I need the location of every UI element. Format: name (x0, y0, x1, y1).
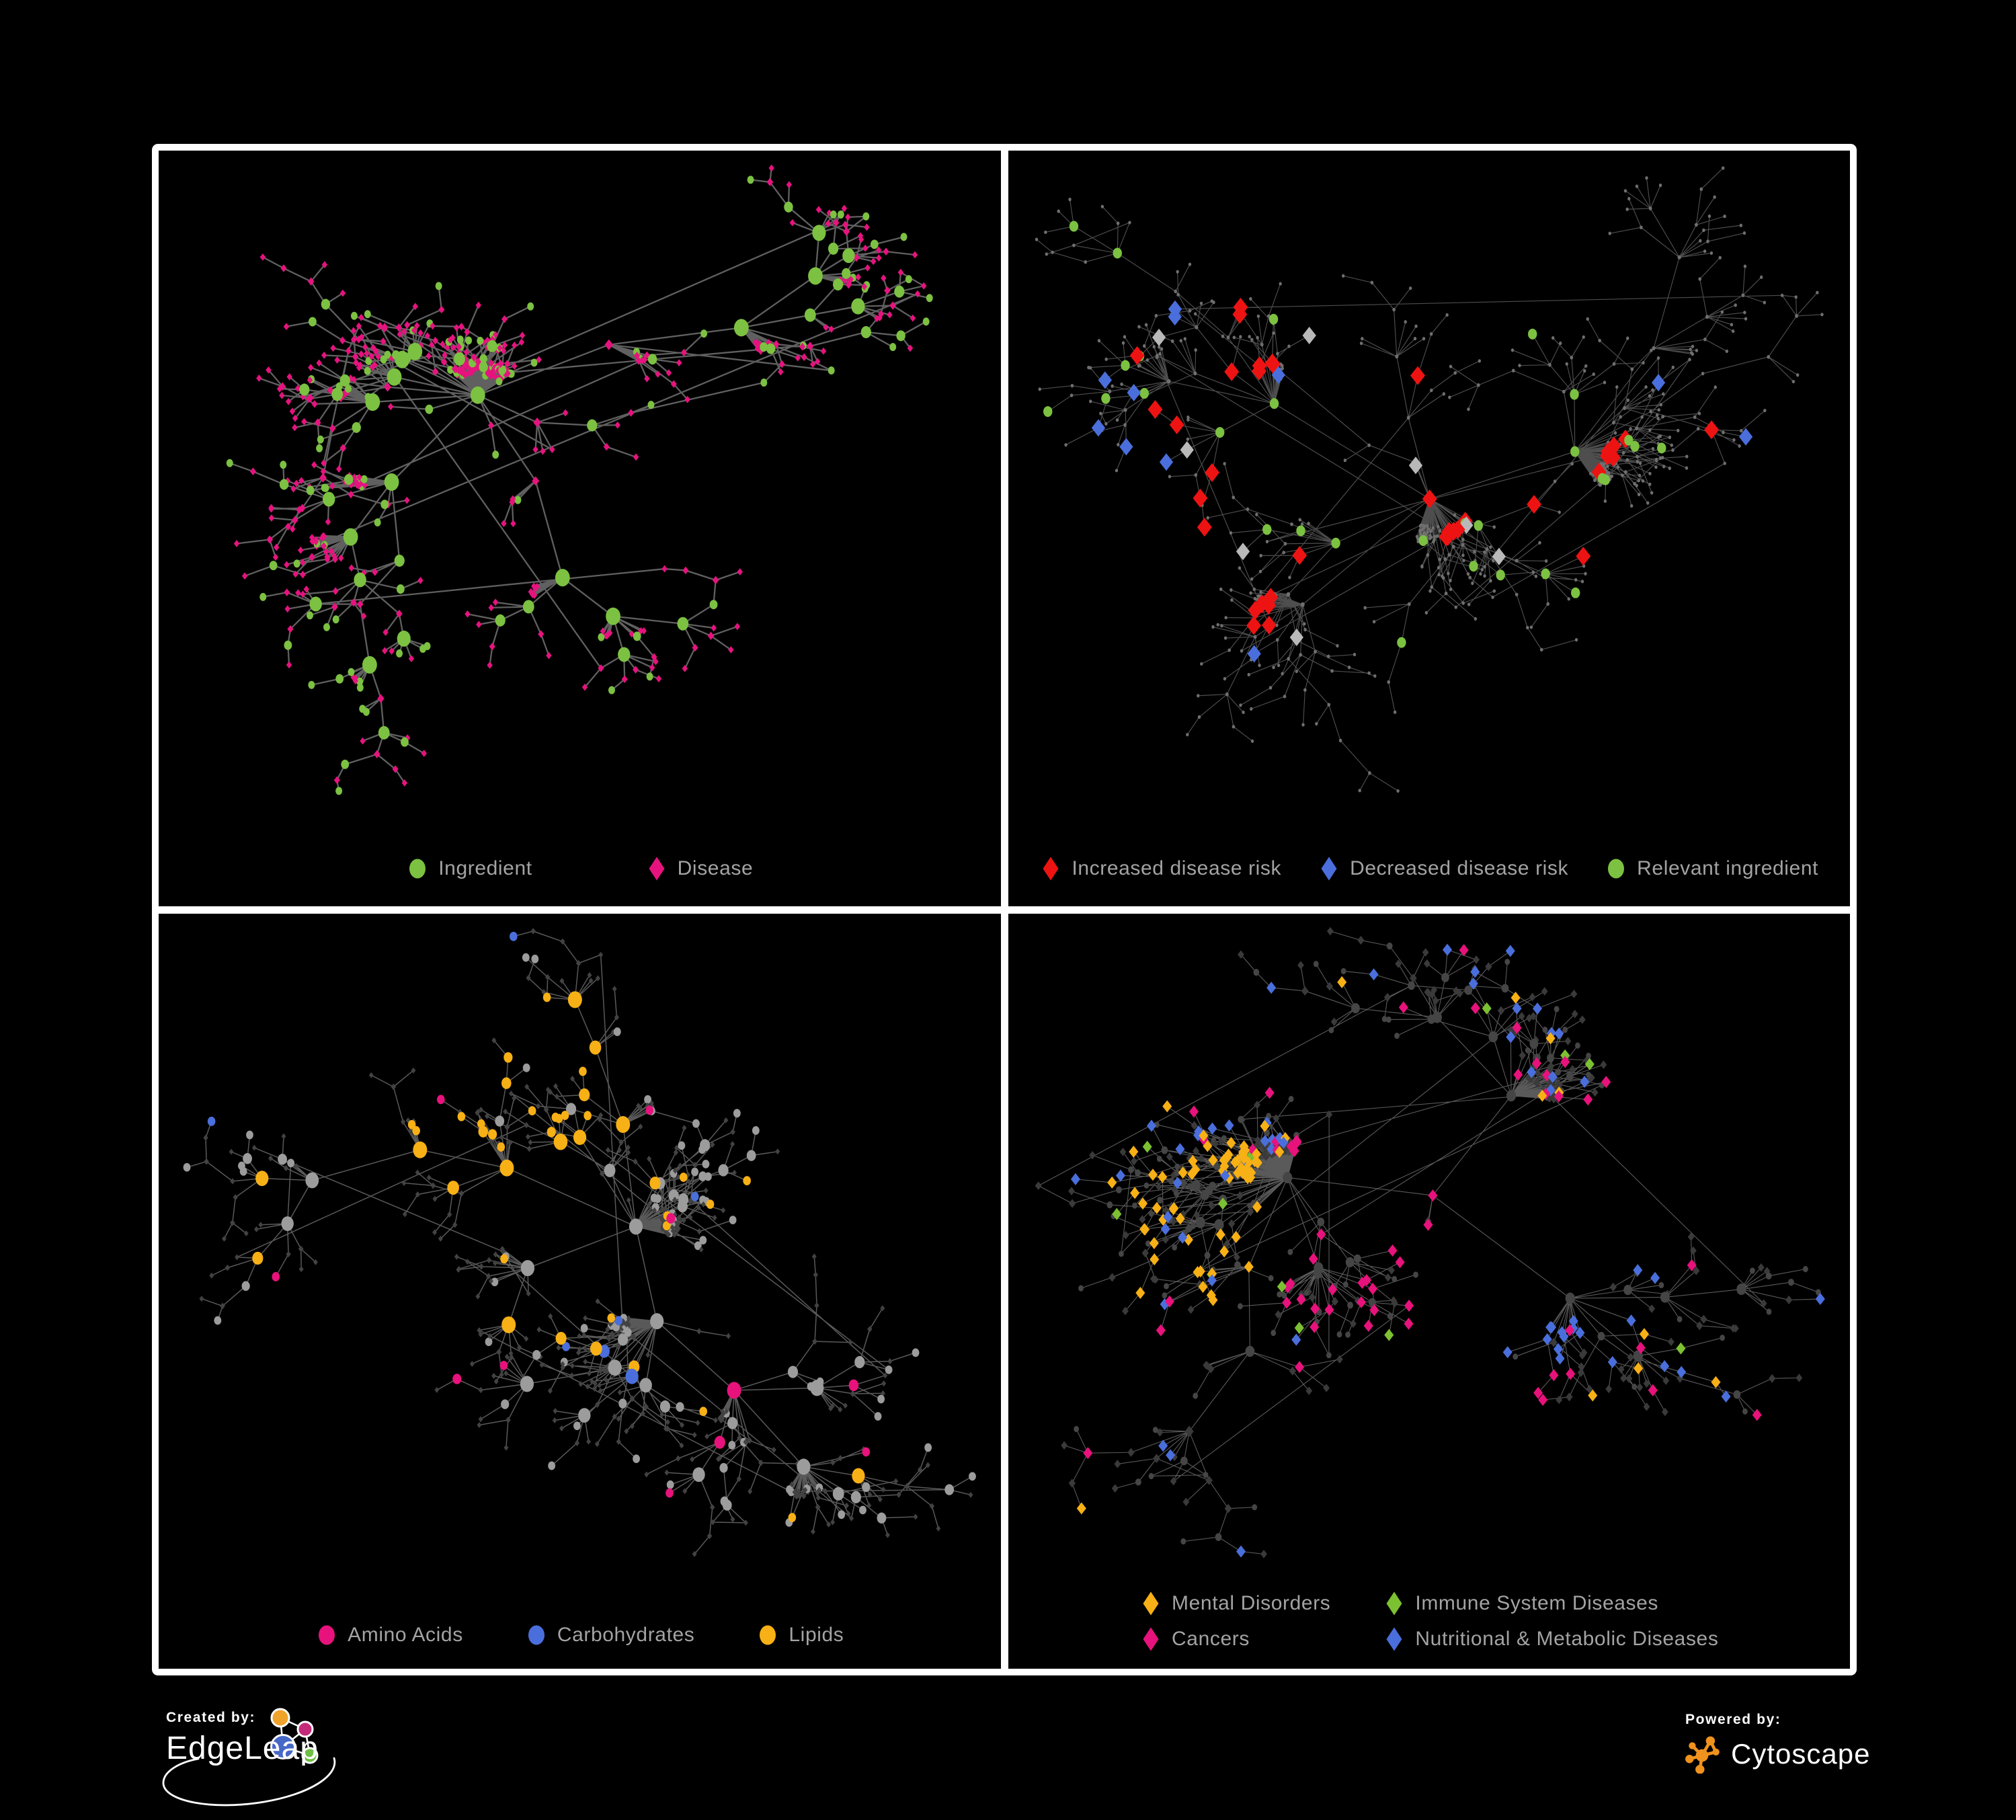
created-by-block: Created by: EdgeLeap (162, 1708, 395, 1817)
legend-item-disease: Disease (645, 855, 754, 882)
network-graph-disease-classes (1035, 926, 1825, 1558)
legend-ingredient-disease: Ingredient Disease (159, 855, 1001, 882)
network-graph-nutrient-classes (183, 927, 976, 1557)
circle-legend-marker-icon (528, 1625, 545, 1645)
legend-label: Carbohydrates (557, 1624, 695, 1646)
legend-item-increased-disease-risk: Increased disease risk (1039, 855, 1281, 882)
circle-legend-marker-icon (319, 1625, 335, 1645)
diamond-legend-marker-icon (1043, 857, 1059, 880)
powered-by-label: Powered by: (1685, 1712, 1781, 1727)
panel-disease-risk: Increased disease risk Decreased disease … (1008, 151, 1851, 906)
powered-by-block: Powered by: Cytoscape (1685, 1712, 1870, 1774)
legend-item-immune-system-diseases: Immune System Diseases (1383, 1590, 1718, 1617)
legend-item-nutritional-metabolic-diseases: Nutritional & Metabolic Diseases (1383, 1626, 1718, 1653)
diamond-legend-marker-icon (1386, 1627, 1402, 1651)
legend-item-carbohydrates: Carbohydrates (525, 1622, 695, 1649)
legend-label: Relevant ingredient (1637, 857, 1819, 879)
edgeleap-logo-icon (162, 1708, 336, 1807)
legend-disease-classes: Mental Disorders Immune System Diseases Ca… (1008, 1590, 1851, 1653)
legend-item-cancers: Cancers (1139, 1626, 1330, 1653)
diamond-legend-marker-icon (1321, 857, 1337, 880)
legend-label: Lipids (789, 1624, 844, 1646)
circle-legend-marker-icon (409, 859, 426, 878)
cytoscape-logo-row: Cytoscape (1685, 1735, 1870, 1774)
network-graph-disease-risk (1035, 166, 1824, 793)
edgeleap-wordmark: EdgeLeap (166, 1731, 319, 1766)
created-by-label: Created by: (166, 1710, 256, 1725)
legend-label: Mental Disorders (1172, 1592, 1331, 1614)
legend-nutrient-classes: Amino Acids Carbohydrates Lipids (159, 1622, 1001, 1649)
diamond-legend-marker-icon (649, 857, 665, 880)
cytoscape-logo-icon (1685, 1736, 1720, 1774)
panel-nutrient-classes: Amino Acids Carbohydrates Lipids (159, 913, 1001, 1669)
legend-label: Immune System Diseases (1415, 1592, 1659, 1614)
legend-item-mental-disorders: Mental Disorders (1139, 1590, 1330, 1617)
legend-item-relevant-ingredient: Relevant ingredient (1605, 855, 1818, 882)
diamond-legend-marker-icon (1143, 1627, 1159, 1651)
panel-ingredient-disease: Ingredient Disease (159, 151, 1001, 906)
legend-item-decreased-disease-risk: Decreased disease risk (1318, 855, 1568, 882)
legend-label: Decreased disease risk (1350, 857, 1569, 879)
diamond-legend-marker-icon (1143, 1591, 1159, 1616)
legend-disease-risk: Increased disease risk Decreased disease … (1008, 855, 1851, 882)
legend-label: Increased disease risk (1072, 857, 1282, 879)
legend-label: Disease (677, 857, 754, 879)
legend-label: Amino Acids (348, 1624, 463, 1646)
legend-label: Cancers (1172, 1628, 1250, 1650)
cytoscape-wordmark: Cytoscape (1731, 1738, 1871, 1770)
legend-label: Ingredient (438, 857, 532, 879)
circle-legend-marker-icon (1608, 859, 1625, 878)
network-graph-ingredient-disease (226, 164, 933, 795)
diamond-legend-marker-icon (1386, 1591, 1402, 1616)
circle-legend-marker-icon (760, 1625, 776, 1645)
legend-label: Nutritional & Metabolic Diseases (1415, 1628, 1719, 1650)
panel-disease-classes: Mental Disorders Immune System Diseases Ca… (1008, 913, 1851, 1669)
panel-grid: Ingredient Disease Increased disease risk… (152, 144, 1857, 1675)
legend-item-amino-acids: Amino Acids (315, 1622, 463, 1649)
legend-item-lipids: Lipids (756, 1622, 844, 1649)
legend-item-ingredient: Ingredient (406, 855, 532, 882)
